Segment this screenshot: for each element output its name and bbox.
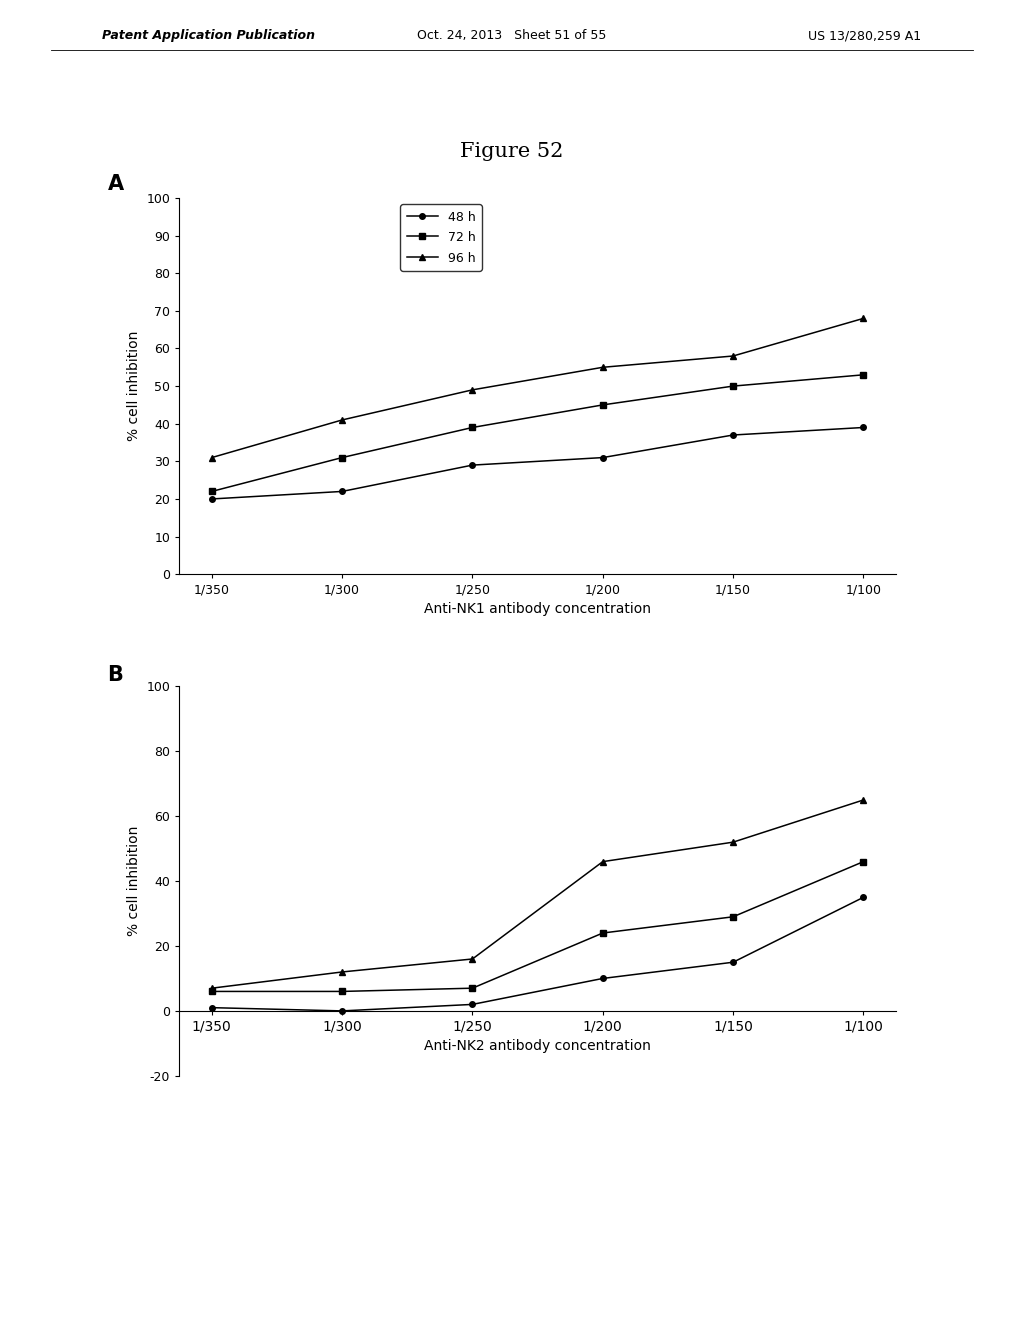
Y-axis label: % cell inhibition: % cell inhibition [127,331,140,441]
Line: 48 h: 48 h [209,895,866,1014]
72 h [597,397,609,413]
Text: Figure 52: Figure 52 [461,143,563,161]
72 h [466,981,478,997]
Legend: 48 h, 72 h, 96 h: 48 h, 72 h, 96 h [400,205,482,271]
96 h [857,792,869,808]
72 h [727,909,739,925]
72 h [336,450,348,466]
48 h [597,450,609,466]
96 h [336,964,348,979]
72 h [857,854,869,870]
Text: Patent Application Publication: Patent Application Publication [102,29,315,42]
72 h [206,483,218,499]
X-axis label: Anti-NK2 antibody concentration: Anti-NK2 antibody concentration [424,1039,651,1053]
Text: B: B [108,665,124,685]
72 h [727,379,739,395]
48 h [336,1003,348,1019]
72 h [857,367,869,383]
72 h [466,420,478,436]
48 h [727,428,739,444]
96 h [466,950,478,966]
96 h [597,854,609,870]
96 h [727,348,739,364]
Text: Oct. 24, 2013   Sheet 51 of 55: Oct. 24, 2013 Sheet 51 of 55 [418,29,606,42]
48 h [206,999,218,1015]
Line: 96 h: 96 h [209,315,866,461]
48 h [597,970,609,986]
72 h [206,983,218,999]
Text: A: A [108,174,124,194]
X-axis label: Anti-NK1 antibody concentration: Anti-NK1 antibody concentration [424,602,651,616]
48 h [857,420,869,436]
Line: 72 h: 72 h [209,859,866,994]
Line: 48 h: 48 h [209,425,866,502]
48 h [466,997,478,1012]
96 h [857,310,869,326]
96 h [466,381,478,397]
Y-axis label: % cell inhibition: % cell inhibition [127,826,140,936]
48 h [336,483,348,499]
48 h [857,890,869,906]
Text: US 13/280,259 A1: US 13/280,259 A1 [809,29,922,42]
96 h [206,981,218,997]
96 h [597,359,609,375]
96 h [336,412,348,428]
Line: 72 h: 72 h [209,372,866,494]
96 h [206,450,218,466]
Line: 96 h: 96 h [209,797,866,991]
48 h [206,491,218,507]
96 h [727,834,739,850]
48 h [466,457,478,473]
72 h [597,925,609,941]
48 h [727,954,739,970]
72 h [336,983,348,999]
